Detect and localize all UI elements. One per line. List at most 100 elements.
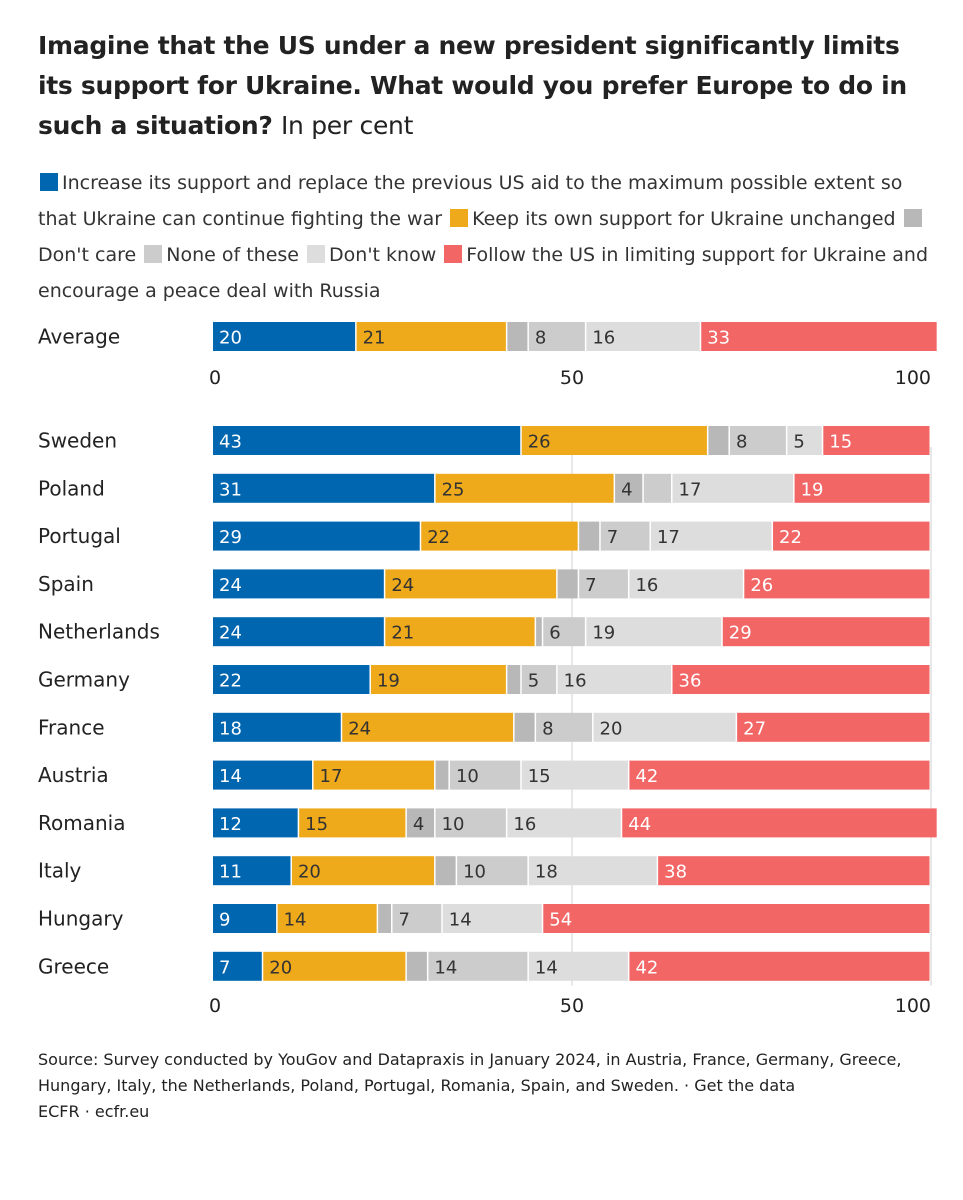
bar-segment: [629, 760, 930, 790]
segment-label: 22: [779, 527, 802, 548]
category-label: Portugal: [38, 524, 121, 548]
bar-segment: [277, 904, 377, 933]
bar-segment: [299, 808, 406, 838]
bar-segment: [643, 473, 672, 503]
segment-label: 26: [528, 432, 551, 453]
segment-label: 8: [542, 718, 553, 739]
bar-segment: [536, 617, 542, 647]
bar-segment: [794, 473, 930, 503]
category-label: Romania: [38, 811, 125, 835]
bar-segment: [579, 569, 628, 599]
segment-label: 26: [750, 575, 773, 596]
segment-label: 15: [305, 814, 328, 835]
bar-segment: [593, 712, 736, 742]
bar-segment: [342, 712, 514, 742]
axis-tick-label: 50: [560, 995, 584, 1017]
segment-label: 16: [513, 814, 536, 835]
axis-tick-label: 0: [209, 367, 221, 389]
bar-segment: [213, 426, 521, 455]
bar-segment: [442, 904, 542, 933]
axis-tick-label: 100: [895, 995, 931, 1017]
segment-label: 4: [413, 814, 424, 835]
category-label: Sweden: [38, 429, 117, 453]
segment-label: 14: [535, 957, 558, 978]
title-text: Imagine that the US under a new presiden…: [38, 31, 907, 140]
segment-label: 54: [549, 910, 572, 931]
legend-label: None of these: [166, 244, 299, 266]
segment-label: 33: [707, 328, 730, 349]
bar-segment: [521, 665, 557, 694]
bar-segment: [543, 904, 930, 933]
bar-segment: [213, 951, 262, 981]
segment-label: 17: [320, 766, 343, 787]
segment-label: 20: [298, 862, 321, 883]
bar-segment: [536, 712, 593, 742]
bar-segment: [435, 856, 456, 886]
legend-item: Don't care: [38, 208, 926, 266]
bar-segment: [406, 951, 427, 981]
legend-swatch: [40, 173, 58, 191]
segment-label: 20: [219, 328, 242, 349]
segment-label: 14: [434, 957, 457, 978]
legend-item: Increase its support and replace the pre…: [38, 172, 902, 230]
bar-segment: [378, 904, 391, 933]
source-text: Source: Survey conducted by YouGov and D…: [38, 1050, 902, 1095]
segment-label: 18: [535, 862, 558, 883]
bar-segment: [313, 760, 435, 790]
segment-label: 44: [628, 814, 651, 835]
bar-segment: [521, 760, 628, 790]
segment-label: 5: [793, 432, 804, 453]
category-label: France: [38, 715, 105, 739]
segment-label: 4: [621, 479, 632, 500]
segment-label: 7: [219, 957, 230, 978]
bar-segment: [213, 904, 277, 933]
bar-segment: [729, 426, 786, 455]
segment-label: 12: [219, 814, 242, 835]
segment-label: 22: [427, 527, 450, 548]
legend-item: None of these: [142, 244, 299, 266]
segment-label: 14: [449, 910, 472, 931]
bar-segment: [507, 808, 621, 838]
legend-swatch: [903, 209, 922, 227]
category-label: Greece: [38, 954, 109, 978]
bar-segment: [823, 426, 930, 455]
bar-segment: [385, 617, 535, 647]
bar-segment: [722, 617, 930, 647]
bar-segment: [514, 712, 535, 742]
segment-label: 7: [585, 575, 596, 596]
bar-segment: [213, 569, 384, 599]
segment-label: 31: [219, 479, 242, 500]
legend-label: Don't care: [38, 244, 137, 266]
bar-segment: [449, 760, 521, 790]
segment-label: 24: [219, 575, 242, 596]
bar-segment: [528, 856, 657, 886]
bar-segment: [392, 904, 442, 933]
legend-label: Increase its support and replace the pre…: [38, 172, 903, 230]
segment-label: 14: [284, 910, 307, 931]
segment-label: 15: [528, 766, 551, 787]
legend-item: Don't know: [305, 244, 436, 266]
bar-segment: [213, 808, 298, 838]
bar-segment: [263, 951, 406, 981]
bar-segment: [622, 808, 937, 838]
segment-label: 16: [564, 671, 587, 692]
bar-segment: [650, 521, 772, 551]
segment-label: 19: [592, 623, 615, 644]
segment-label: 20: [600, 718, 623, 739]
source-note: Source: Survey conducted by YouGov and D…: [38, 1047, 958, 1125]
bar-segment: [787, 426, 822, 455]
bar-segment: [213, 617, 384, 647]
bar-segment: [356, 322, 506, 351]
bar-segment: [737, 712, 930, 742]
bar-segment: [586, 322, 700, 351]
segment-label: 19: [377, 671, 400, 692]
legend: Increase its support and replace the pre…: [38, 165, 938, 309]
subtitle: In per cent: [280, 111, 414, 140]
legend-swatch: [307, 245, 326, 263]
bar-segment: [744, 569, 930, 599]
bar-segment: [370, 665, 506, 694]
bar-segment: [672, 665, 930, 694]
segment-label: 7: [399, 910, 410, 931]
